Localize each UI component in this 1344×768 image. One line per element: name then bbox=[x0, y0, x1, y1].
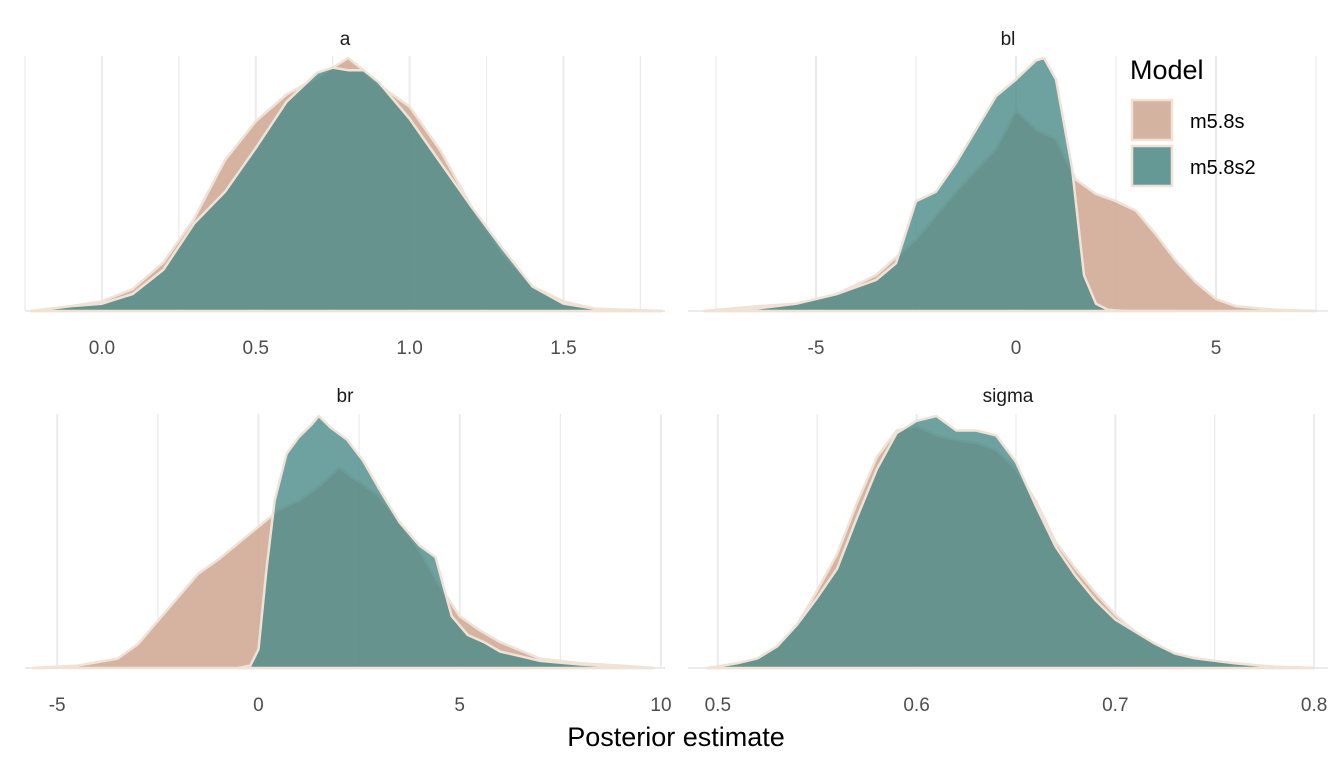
legend-title: Model bbox=[1130, 55, 1204, 85]
density-m5.8s2 bbox=[29, 66, 664, 313]
legend-label: m5.8s bbox=[1190, 111, 1244, 133]
tick-label: 0.6 bbox=[903, 695, 929, 716]
tick-label: 0 bbox=[1011, 338, 1022, 359]
tick-label: -5 bbox=[808, 338, 825, 359]
density-m5.8s2 bbox=[237, 414, 655, 670]
tick-label: 10 bbox=[650, 695, 671, 716]
panel-title: br bbox=[337, 386, 355, 407]
x-axis-label: Posterior estimate bbox=[567, 722, 785, 752]
panels-layer: a 0.0 0.5 1.0 1.5 bl -5 0 5 br -5 0 5 10 sigma 0.5 0.6 0.… bbox=[24, 29, 1328, 716]
legend-items: m5.8s m5.8s2 bbox=[1130, 98, 1256, 188]
panel-title: bl bbox=[1001, 29, 1016, 50]
panel-title: a bbox=[340, 29, 351, 50]
tick-label: 0.7 bbox=[1102, 695, 1128, 716]
panel-sigma: sigma 0.5 0.6 0.7 0.8 bbox=[688, 386, 1328, 716]
tick-label: 0.5 bbox=[705, 695, 731, 716]
panel-br: br -5 0 5 10 bbox=[25, 386, 672, 716]
legend-swatch-m5.8s bbox=[1130, 98, 1174, 142]
legend-swatch-m5.8s2 bbox=[1130, 144, 1174, 188]
panel-a: a 0.0 0.5 1.0 1.5 bbox=[24, 29, 665, 359]
panel-title: sigma bbox=[983, 386, 1034, 407]
legend: Model m5.8s m5.8s2 bbox=[1130, 55, 1256, 188]
tick-label: 0.0 bbox=[89, 338, 115, 359]
density-m5.8s2 bbox=[702, 56, 1178, 313]
panel-bl: bl -5 0 5 bbox=[688, 29, 1328, 359]
tick-label: 1.0 bbox=[396, 338, 422, 359]
tick-label: 0.8 bbox=[1301, 695, 1327, 716]
tick-label: 1.5 bbox=[550, 338, 576, 359]
tick-label: 5 bbox=[454, 695, 465, 716]
tick-label: -5 bbox=[49, 695, 66, 716]
tick-label: 0 bbox=[253, 695, 264, 716]
density-m5.8s2 bbox=[706, 414, 1316, 670]
tick-label: 0.5 bbox=[243, 338, 269, 359]
tick-label: 5 bbox=[1211, 338, 1222, 359]
legend-label: m5.8s2 bbox=[1190, 157, 1256, 179]
